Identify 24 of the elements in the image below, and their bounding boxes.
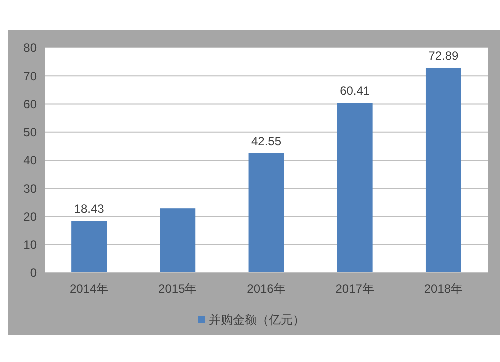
y-tick-label: 80 xyxy=(24,41,38,56)
bar xyxy=(337,103,373,273)
x-tick-label: 2016年 xyxy=(247,282,286,296)
legend-label: 并购金额（亿元） xyxy=(209,313,305,328)
y-tick-label: 20 xyxy=(24,210,38,224)
data-label: 42.55 xyxy=(251,134,282,148)
y-tick-label: 70 xyxy=(24,69,38,84)
x-tick-label: 2014年 xyxy=(70,282,109,296)
bar xyxy=(426,68,462,273)
y-tick-label: 0 xyxy=(30,266,38,280)
y-tick-label: 30 xyxy=(24,182,38,196)
y-tick-label: 40 xyxy=(24,154,38,168)
x-tick-label: 2018年 xyxy=(424,282,464,296)
bar xyxy=(248,153,284,273)
y-tick-label: 10 xyxy=(24,238,38,252)
data-label: 18.43 xyxy=(74,202,105,216)
y-tick-label: 50 xyxy=(24,126,38,140)
bar xyxy=(72,221,108,273)
data-label: 72.89 xyxy=(428,48,460,63)
data-label: 60.41 xyxy=(340,84,370,98)
x-tick-label: 2015年 xyxy=(158,282,198,296)
bar xyxy=(160,208,196,273)
x-tick-label: 2017年 xyxy=(336,282,374,296)
y-tick-label: 60 xyxy=(24,97,38,112)
